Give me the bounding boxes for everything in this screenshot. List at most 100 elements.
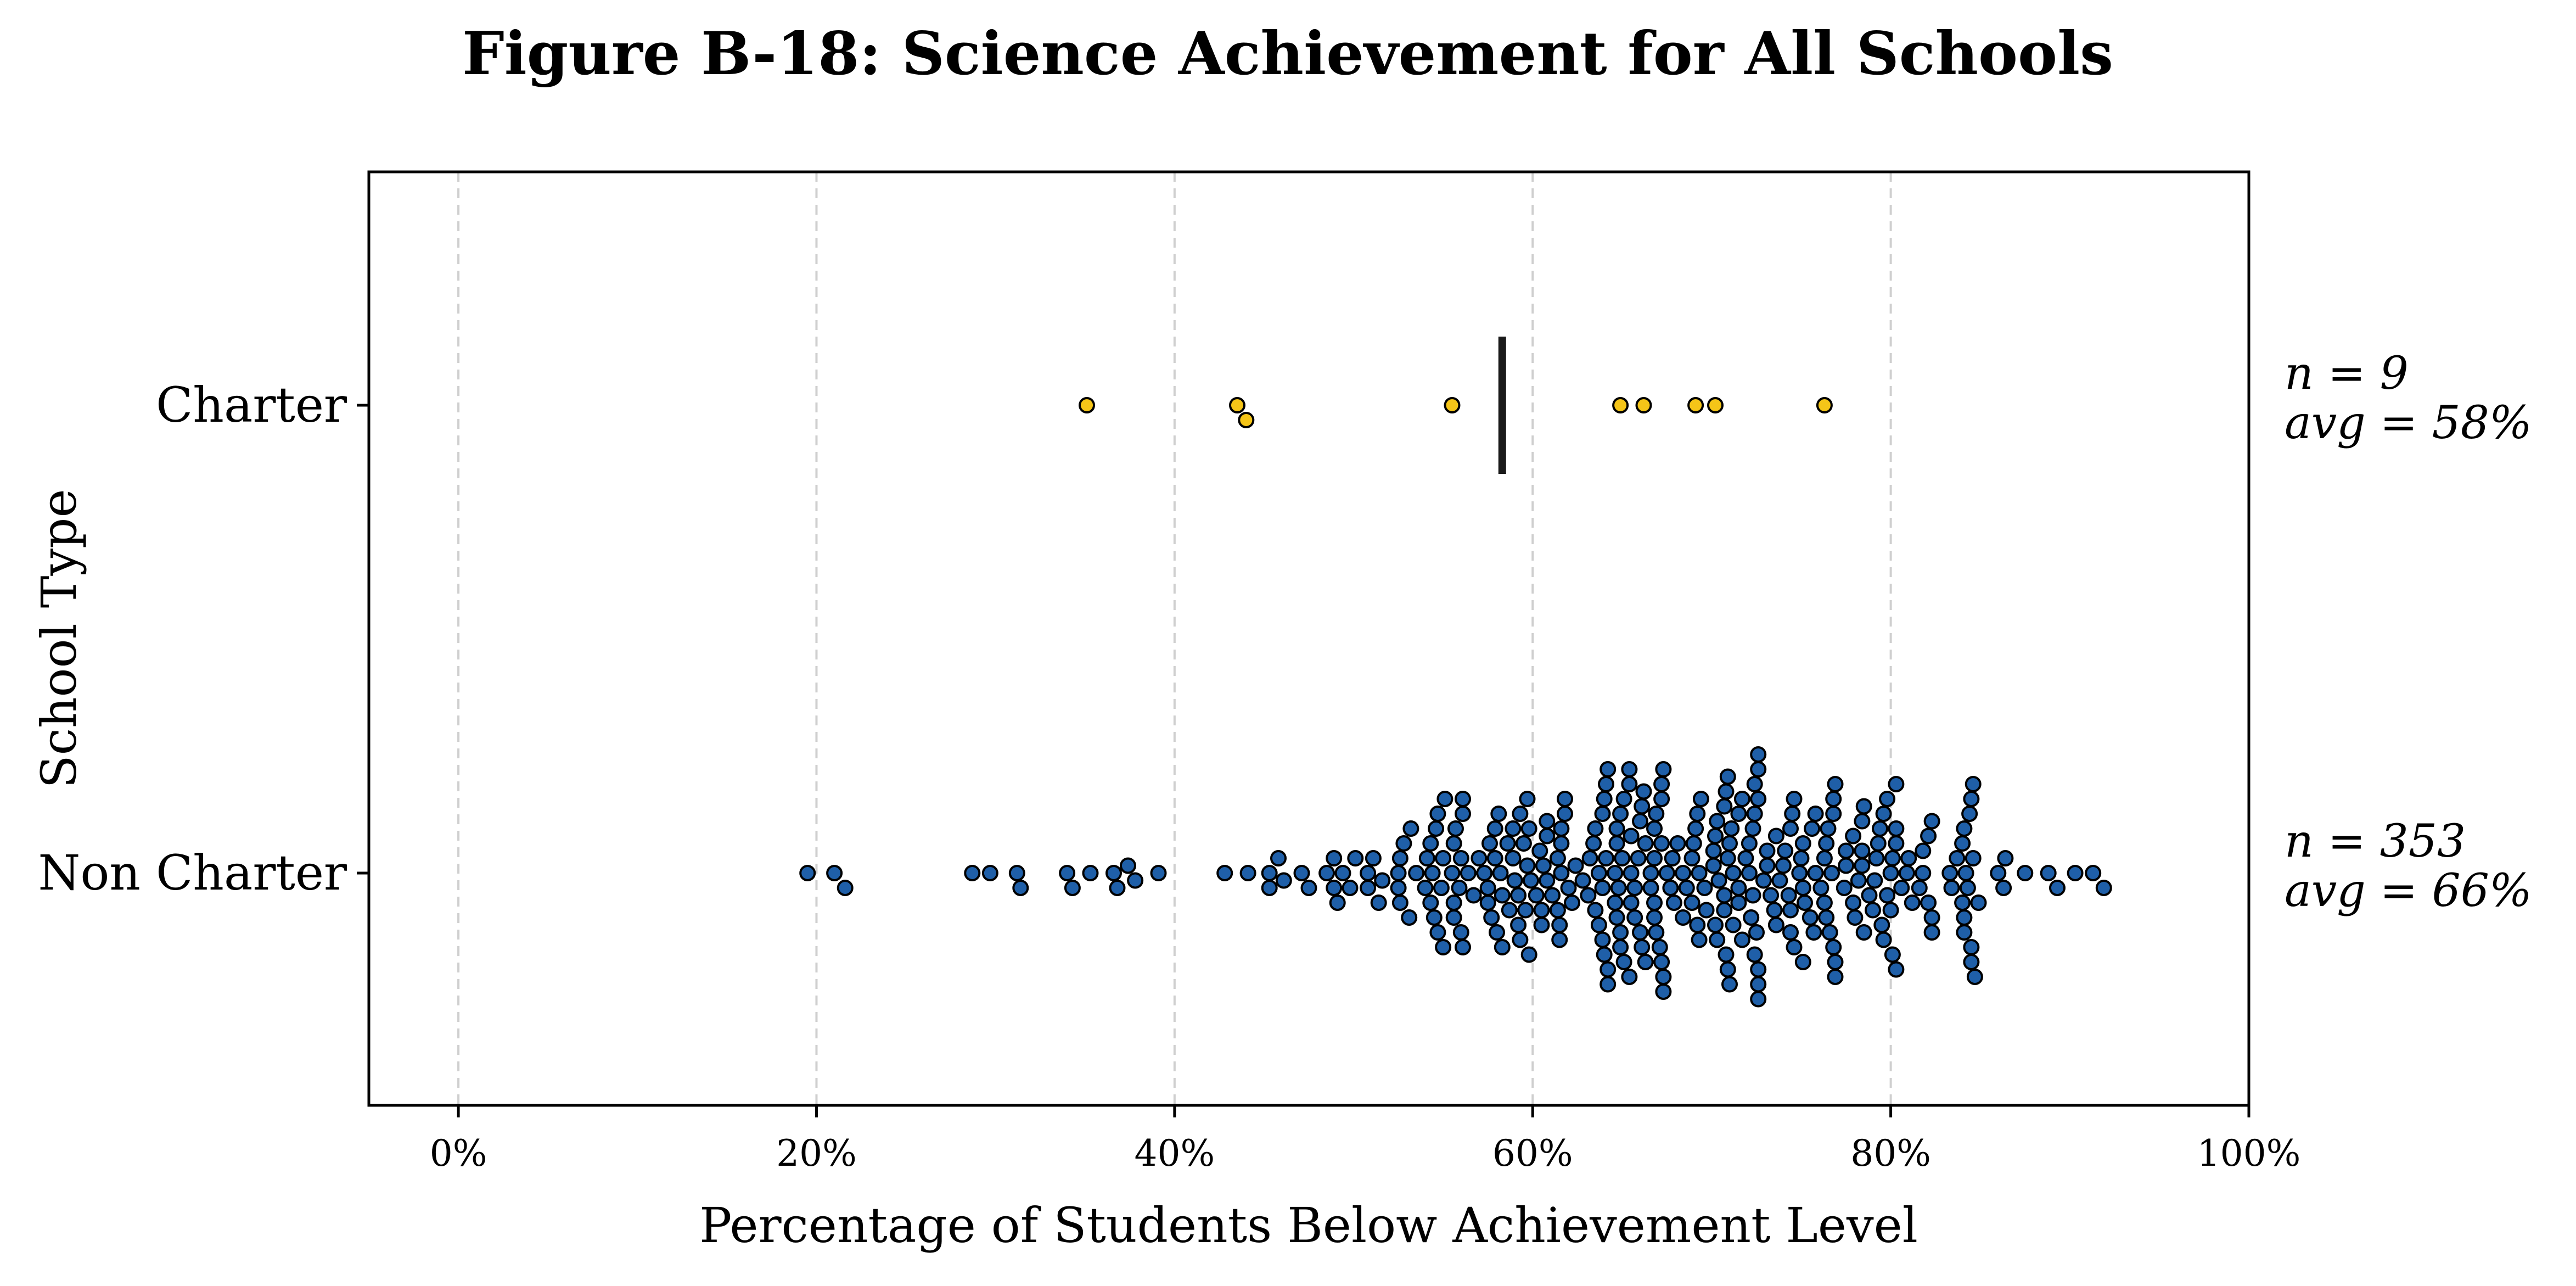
data-point — [1428, 820, 1445, 837]
data-point — [1329, 894, 1346, 911]
data-point — [1505, 820, 1522, 837]
data-point — [1059, 865, 1076, 881]
data-point — [1823, 865, 1840, 881]
data-point — [1300, 880, 1317, 896]
data-point — [1827, 969, 1844, 985]
data-point — [1685, 835, 1702, 852]
y-tick-label: Non Charter — [38, 845, 347, 901]
data-point — [1870, 835, 1887, 852]
data-point — [1954, 894, 1971, 911]
data-point — [1238, 412, 1255, 428]
data-point — [1455, 939, 1471, 955]
chart-title: Figure B-18: Science Achievement for All… — [462, 19, 2113, 88]
data-point — [1608, 909, 1625, 926]
data-point — [1460, 865, 1477, 881]
data-point — [1959, 880, 1976, 896]
data-point — [1716, 887, 1733, 904]
data-point — [1626, 909, 1643, 926]
data-point — [1709, 813, 1726, 830]
data-point — [1370, 894, 1387, 911]
data-point — [1915, 865, 1932, 881]
data-point — [1594, 931, 1611, 948]
data-point — [1646, 820, 1663, 837]
data-point — [1721, 835, 1738, 852]
data-point — [1718, 946, 1735, 963]
data-point — [1687, 820, 1704, 837]
y-tick-label: Charter — [156, 377, 347, 433]
data-point — [1435, 850, 1452, 866]
data-point — [1510, 887, 1527, 904]
data-point — [1750, 976, 1767, 993]
data-point — [1966, 969, 1983, 985]
data-point — [1687, 397, 1704, 413]
data-point — [1064, 880, 1081, 896]
data-point — [1637, 835, 1654, 852]
data-point — [1444, 397, 1461, 413]
data-point — [2040, 865, 2057, 881]
data-point — [1607, 865, 1624, 881]
data-point — [1447, 820, 1464, 837]
data-point — [1612, 939, 1629, 955]
data-point — [1347, 850, 1364, 866]
data-point — [1436, 791, 1453, 807]
data-point — [1646, 850, 1663, 866]
data-point — [1911, 880, 1928, 896]
data-point — [1868, 850, 1885, 866]
data-point — [1804, 820, 1821, 837]
data-point — [1801, 909, 1819, 926]
data-point — [1451, 880, 1468, 896]
data-point — [1821, 924, 1838, 941]
data-point — [1557, 806, 1573, 822]
data-point — [1923, 909, 1940, 926]
data-point — [1866, 872, 1883, 889]
data-point — [1533, 916, 1550, 933]
data-point — [1782, 924, 1799, 941]
data-point — [1512, 931, 1529, 948]
data-point — [1390, 865, 1407, 881]
data-point — [1836, 880, 1853, 896]
data-point — [1777, 842, 1794, 859]
data-point — [1875, 931, 1892, 948]
data-point — [1791, 865, 1808, 881]
data-point — [1653, 776, 1670, 792]
data-point — [1943, 880, 1960, 896]
avg-annotation: avg = 58% — [2285, 397, 2532, 449]
data-point — [1494, 939, 1511, 955]
data-point — [1585, 835, 1602, 852]
data-point — [1334, 865, 1351, 881]
data-point — [1816, 397, 1833, 413]
data-point — [1408, 865, 1425, 881]
x-tick-label: 40% — [1135, 1132, 1215, 1175]
data-point — [1580, 887, 1597, 904]
data-point — [1786, 791, 1803, 807]
data-point — [1653, 835, 1670, 852]
data-point — [1746, 776, 1763, 792]
data-point — [1763, 887, 1780, 904]
data-point — [1692, 791, 1709, 807]
data-point — [1626, 880, 1643, 896]
data-point — [1845, 894, 1862, 911]
data-point — [1818, 835, 1835, 852]
data-point — [1733, 791, 1750, 807]
data-point — [1082, 865, 1099, 881]
data-point — [1360, 865, 1377, 881]
data-point — [1782, 902, 1799, 919]
data-point — [1594, 880, 1611, 896]
data-point — [1535, 857, 1552, 874]
data-point — [1598, 850, 1614, 866]
data-point — [1452, 924, 1469, 941]
data-point — [1612, 924, 1629, 941]
data-point — [1651, 939, 1668, 955]
data-point — [1683, 850, 1701, 866]
data-point — [1730, 806, 1747, 822]
data-point — [1444, 865, 1461, 881]
data-point — [1805, 924, 1822, 941]
data-point — [1838, 857, 1855, 874]
data-point — [1515, 835, 1532, 852]
data-point — [1766, 902, 1783, 919]
data-point — [1707, 397, 1724, 413]
data-point — [1109, 880, 1126, 896]
data-point — [2017, 865, 2034, 881]
data-point — [1422, 894, 1439, 911]
